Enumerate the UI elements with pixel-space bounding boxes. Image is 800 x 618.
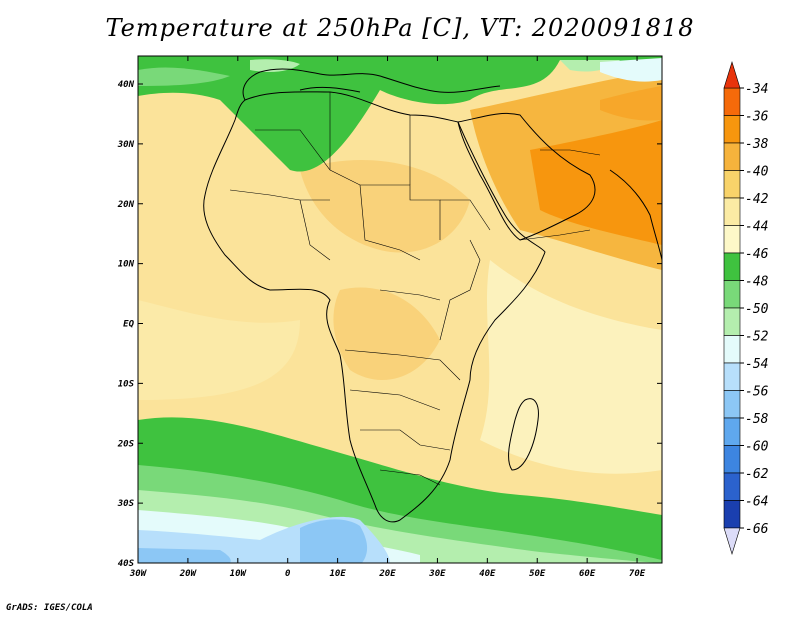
lat-tick-label: 10N [118,260,135,270]
credit-text: GrADS: IGES/COLA [6,603,93,613]
colorbar-label: -42 [745,192,769,207]
colorbar-label: -38 [745,137,769,152]
colorbar-label: -58 [745,412,769,427]
colorbar-label: -48 [745,275,769,290]
colorbar-label: -64 [745,495,768,510]
colorbar-label: -56 [745,385,769,400]
colorbar-label: -54 [745,357,768,372]
colorbar-swatch [723,500,741,529]
colorbar-swatch [723,417,741,446]
lon-tick-label: 10W [230,569,248,579]
colorbar-top-arrow [723,60,741,89]
colorbar-swatch [723,170,741,199]
lat-tick-label: 20N [117,200,135,210]
colorbar-swatch [723,142,741,171]
lon-tick-label: 30W [129,569,148,579]
colorbar-label: -34 [745,82,768,97]
lon-tick-label: 70E [629,569,646,579]
colorbar-swatch [723,115,741,144]
colorbar-label: -50 [745,302,769,317]
colorbar-label: -60 [745,440,769,455]
map-frame [137,55,663,564]
lon-tick-label: 0 [285,569,291,579]
lon-tick-label: 50E [529,569,546,579]
lat-tick-label: 40S [118,559,135,569]
colorbar-swatch [723,307,741,336]
temperature-field [138,56,662,563]
coastlines [203,68,662,523]
colorbar-swatch [723,390,741,419]
axis-ticks: 30W 20W 10W 0 10E 20E 30E 40E 50E 60E 70E 40N 30N 20N… [117,56,662,579]
lat-tick-label: 30N [117,140,135,150]
colorbar-label: -36 [745,110,769,125]
colorbar-swatch [723,335,741,364]
lon-tick-label: 40E [479,569,496,579]
country-borders [229,92,601,486]
colorbar-swatch [723,197,741,226]
lon-tick-label: 20E [378,569,396,579]
colorbar-label: -52 [745,330,769,345]
lon-tick-label: 20W [179,569,198,579]
colorbar-label: -40 [745,165,769,180]
colorbar: -34 -36 -38 -40 -42 -44 -46 -48 -50 -52 -54 -56 -58 -… [723,60,769,556]
colorbar-swatch [723,252,741,281]
lon-tick-label: 30E [428,569,446,579]
colorbar-swatch [723,445,741,474]
colorbar-label: -62 [745,467,769,482]
colorbar-label: -44 [745,220,768,235]
colorbar-swatch [723,87,741,116]
colorbar-label: -46 [745,247,769,262]
lon-tick-label: 60E [579,569,596,579]
colorbar-swatch [723,472,741,501]
lat-tick-label: 40N [118,80,135,90]
lat-tick-label: EQ [123,320,134,330]
map-title: Temperature at 250hPa [C], VT: 202009181… [105,14,695,42]
colorbar-label: -66 [745,522,769,537]
colorbar-bottom-arrow [723,527,741,556]
lat-tick-label: 30S [117,499,135,509]
lat-tick-label: 20S [117,439,135,449]
colorbar-swatch [723,362,741,391]
lat-tick-label: 10S [118,379,135,389]
colorbar-swatch [723,225,741,254]
colorbar-swatch [723,280,741,309]
lon-tick-label: 10E [329,569,346,579]
